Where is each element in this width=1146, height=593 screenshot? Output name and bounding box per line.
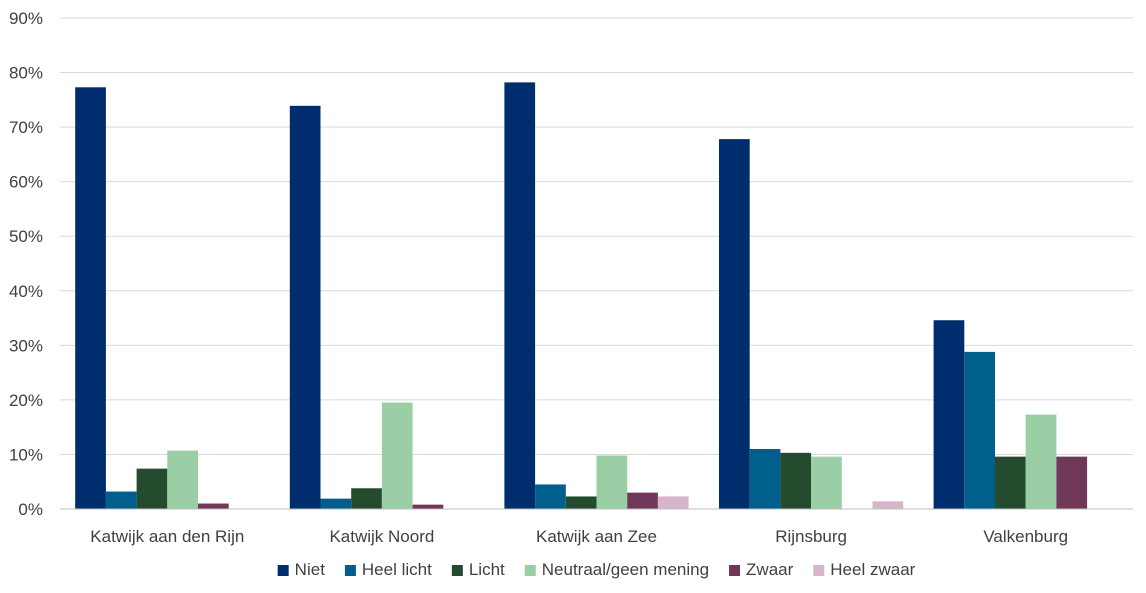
legend-label: Niet [295,560,326,579]
bar-licht-3 [780,452,812,509]
bars [75,82,1088,510]
y-tick-label: 90% [9,9,43,28]
legend-swatch [344,565,356,576]
legend-label: Heel licht [362,560,432,579]
gridlines [60,17,1133,455]
bar-neutraal-geen-mening-1 [381,402,413,509]
legend-label: Neutraal/geen mening [542,560,709,579]
legend: Niet Heel licht Licht Neutraal/geen mening Z… [277,560,916,579]
bar-niet-1 [289,105,321,509]
legend-label: Licht [469,560,505,579]
y-tick-label: 70% [9,118,43,137]
y-axis-ticks: 0% 10% 20% 30% 40% 50% 60% 70% 80% 90% [9,9,43,519]
bar-heel-licht-1 [320,498,352,509]
bar-heel-licht-2 [535,484,566,509]
bar-neutraal-geen-mening-0 [167,450,198,509]
legend-item: Neutraal/geen mening [524,560,709,579]
category-label: Valkenburg [983,527,1068,546]
legend-item: Zwaar [729,560,794,579]
legend-item: Niet [277,560,326,579]
legend-swatch [729,565,741,576]
category-label: Rijnsburg [775,527,847,546]
y-tick-label: 80% [9,64,43,83]
bar-niet-4 [933,320,965,509]
bar-zwaar-2 [627,492,658,509]
legend-swatch [277,565,289,576]
bar-zwaar-4 [1056,456,1088,509]
y-tick-label: 40% [9,282,43,301]
legend-label: Zwaar [746,560,794,579]
y-tick-label: 20% [9,391,43,410]
legend-swatch [813,565,825,576]
legend-item: Heel licht [344,560,432,579]
bar-neutraal-geen-mening-4 [1025,414,1057,509]
bar-licht-0 [136,468,168,509]
legend-item: Licht [451,560,505,579]
y-tick-label: 60% [9,173,43,192]
y-tick-label: 10% [9,445,43,464]
y-tick-label: 50% [9,227,43,246]
y-tick-label: 30% [9,336,43,355]
bar-neutraal-geen-mening-2 [596,455,628,509]
category-labels: Katwijk aan den Rijn Katwijk Noord Katwijk… [90,527,1068,546]
legend-swatch [451,565,463,576]
bar-licht-1 [351,488,382,509]
category-label: Katwijk Noord [329,527,434,546]
bar-niet-2 [504,82,536,509]
bar-niet-0 [75,87,106,509]
legend-swatch [524,565,536,576]
legend-label: Heel zwaar [830,560,915,579]
bar-heel-licht-4 [964,351,995,509]
bar-zwaar-0 [198,503,229,509]
bar-licht-4 [995,456,1026,509]
bar-heel-zwaar-3 [872,501,904,509]
bar-neutraal-geen-mening-3 [811,456,842,509]
legend-item: Heel zwaar [813,560,916,579]
bar-heel-zwaar-2 [657,496,689,509]
bar-niet-3 [719,139,750,510]
bar-heel-licht-0 [105,491,137,509]
y-tick-label: 0% [18,500,43,519]
bar-licht-2 [565,496,597,509]
bar-heel-licht-3 [749,448,781,509]
bar-zwaar-1 [412,504,444,509]
category-label: Katwijk aan den Rijn [90,527,244,546]
category-label: Katwijk aan Zee [536,527,657,546]
